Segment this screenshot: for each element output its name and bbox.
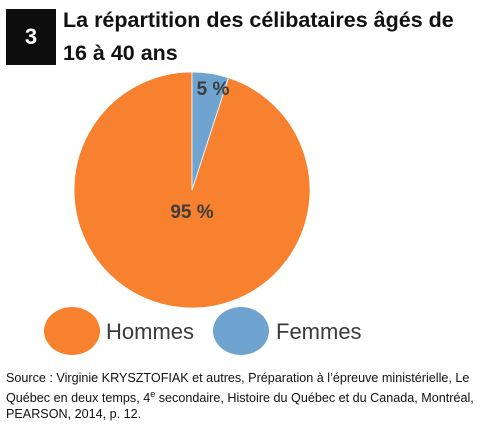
figure-number-badge: 3 xyxy=(6,9,56,65)
pie-chart: 95 % 5 % Hommes Femmes xyxy=(44,71,362,355)
legend-swatch-femmes xyxy=(213,307,269,355)
slice-label-hommes: 95 % xyxy=(170,202,213,223)
legend-label-hommes: Hommes xyxy=(106,319,194,344)
legend-swatch-hommes xyxy=(44,307,100,355)
pie-slice-femmes xyxy=(191,71,229,191)
legend: Hommes Femmes xyxy=(44,307,362,355)
slice-label-femmes: 5 % xyxy=(197,79,230,100)
legend-label-femmes: Femmes xyxy=(276,319,362,344)
pie-slice-labels: 95 % 5 % xyxy=(170,79,229,223)
chart-title: La répartition des célibataires âgés de … xyxy=(63,8,454,65)
source-citation: Source : Virginie KRYSZTOFIAK et autres,… xyxy=(6,371,474,422)
pie-slices xyxy=(73,71,311,309)
